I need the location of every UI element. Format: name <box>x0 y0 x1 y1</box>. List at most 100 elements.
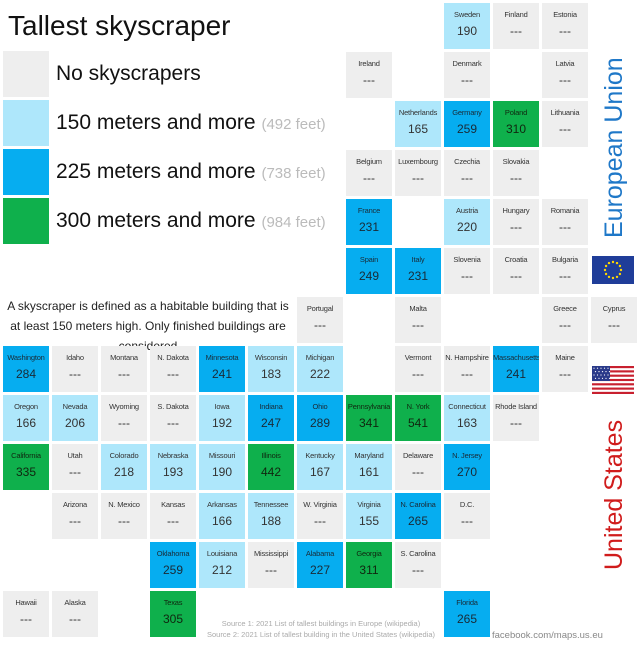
tile-name: Spain <box>359 255 379 264</box>
tile-value: --- <box>167 416 179 430</box>
tile-value: --- <box>510 269 522 283</box>
tile-denmark: Denmark --- <box>444 52 490 98</box>
tile-name: Finland <box>504 10 528 19</box>
tile-colorado: Colorado 218 <box>101 444 147 490</box>
tile-value: --- <box>510 220 522 234</box>
tile-name: N. York <box>406 402 430 411</box>
tile-poland: Poland 310 <box>493 101 539 147</box>
tile-georgia: Georgia 311 <box>346 542 392 588</box>
tile-value: 231 <box>358 220 380 234</box>
tile-value: 220 <box>456 220 478 234</box>
tile-name: Indiana <box>259 402 283 411</box>
tile-delaware: Delaware --- <box>395 444 441 490</box>
tile-wyoming: Wyoming --- <box>101 395 147 441</box>
tile-name: Wyoming <box>109 402 139 411</box>
tile-value: 541 <box>407 416 429 430</box>
tile-massachusetts: Massachusetts 241 <box>493 346 539 392</box>
tile-name: Texas <box>163 598 183 607</box>
tile-value: --- <box>510 171 522 185</box>
tile-value: 270 <box>456 465 478 479</box>
tile-value: 192 <box>211 416 233 430</box>
tile-name: N. Hampshire <box>445 353 489 362</box>
tile-value: --- <box>412 318 424 332</box>
tile-name: Louisiana <box>206 549 238 558</box>
tile-value: --- <box>510 416 522 430</box>
tile-name: Arizona <box>62 500 88 509</box>
tile-arkansas: Arkansas 166 <box>199 493 245 539</box>
tile-name: Czechia <box>454 157 480 166</box>
tile-n-hampshire: N. Hampshire --- <box>444 346 490 392</box>
legend-item-150m: 150 meters and more (492 feet) <box>56 111 326 134</box>
tile-value: --- <box>510 24 522 38</box>
tile-value: 241 <box>505 367 527 381</box>
tile-name: Italy <box>411 255 425 264</box>
tile-name: S. Dakota <box>157 402 189 411</box>
tile-kentucky: Kentucky 167 <box>297 444 343 490</box>
tile-minnesota: Minnesota 241 <box>199 346 245 392</box>
tile-montana: Montana --- <box>101 346 147 392</box>
tile-name: Maryland <box>354 451 384 460</box>
tile-value: --- <box>559 24 571 38</box>
tile-malta: Malta --- <box>395 297 441 343</box>
legend-swatch-300m <box>3 198 49 244</box>
tile-value: 231 <box>407 269 429 283</box>
tile-value: 311 <box>359 563 379 577</box>
tile-value: --- <box>461 514 473 528</box>
tile-name: Belgium <box>356 157 382 166</box>
tile-value: --- <box>412 367 424 381</box>
tile-rhode-island: Rhode Island --- <box>493 395 539 441</box>
tile-value: --- <box>167 514 179 528</box>
tile-name: Estonia <box>553 10 577 19</box>
tile-hungary: Hungary --- <box>493 199 539 245</box>
tile-utah: Utah --- <box>52 444 98 490</box>
tile-value: 212 <box>211 563 233 577</box>
tile-value: 163 <box>456 416 478 430</box>
tile-value: --- <box>559 269 571 283</box>
tile-portugal: Portugal --- <box>297 297 343 343</box>
tile-value: 206 <box>64 416 86 430</box>
tile-value: --- <box>559 318 571 332</box>
tile-oklahoma: Oklahoma 259 <box>150 542 196 588</box>
tile-value: --- <box>412 465 424 479</box>
tile-name: Portugal <box>306 304 334 313</box>
tile-mississippi: Mississippi --- <box>248 542 294 588</box>
tile-value: 241 <box>211 367 233 381</box>
tile-value: --- <box>461 171 473 185</box>
credit: facebook.com/maps.us.eu <box>492 630 603 641</box>
tile-name: Netherlands <box>398 108 438 117</box>
tile-value: --- <box>559 220 571 234</box>
tile-value: --- <box>461 73 473 87</box>
tile-name: Hawaii <box>15 598 37 607</box>
tile-value: 193 <box>162 465 184 479</box>
tile-name: Georgia <box>356 549 382 558</box>
tile-name: Tennessee <box>253 500 289 509</box>
tile-name: Connecticut <box>448 402 486 411</box>
tile-value: 190 <box>211 465 233 479</box>
tile-value: --- <box>69 465 81 479</box>
tile-value: 190 <box>456 24 478 38</box>
tile-greece: Greece --- <box>542 297 588 343</box>
tile-name: California <box>11 451 41 460</box>
tile-value: 218 <box>113 465 135 479</box>
tile-tennessee: Tennessee 188 <box>248 493 294 539</box>
tile-latvia: Latvia --- <box>542 52 588 98</box>
tile-value: 265 <box>456 612 478 626</box>
tile-name: Ireland <box>358 59 380 68</box>
tile-name: Kansas <box>161 500 185 509</box>
tile-name: Virginia <box>357 500 381 509</box>
tile-name: Ohio <box>312 402 328 411</box>
tile-value: 289 <box>309 416 331 430</box>
tile-name: Mississippi <box>253 549 289 558</box>
tile-n-jersey: N. Jersey 270 <box>444 444 490 490</box>
tile-n-dakota: N. Dakota --- <box>150 346 196 392</box>
legend-item-225m: 225 meters and more (738 feet) <box>56 160 326 183</box>
tile-value: --- <box>559 367 571 381</box>
us-flag-icon <box>592 366 634 394</box>
tile-value: --- <box>412 563 424 577</box>
tile-s-dakota: S. Dakota --- <box>150 395 196 441</box>
tile-finland: Finland --- <box>493 3 539 49</box>
tile-name: Slovakia <box>502 157 530 166</box>
tile-value: --- <box>69 514 81 528</box>
tile-spain: Spain 249 <box>346 248 392 294</box>
tile-ohio: Ohio 289 <box>297 395 343 441</box>
